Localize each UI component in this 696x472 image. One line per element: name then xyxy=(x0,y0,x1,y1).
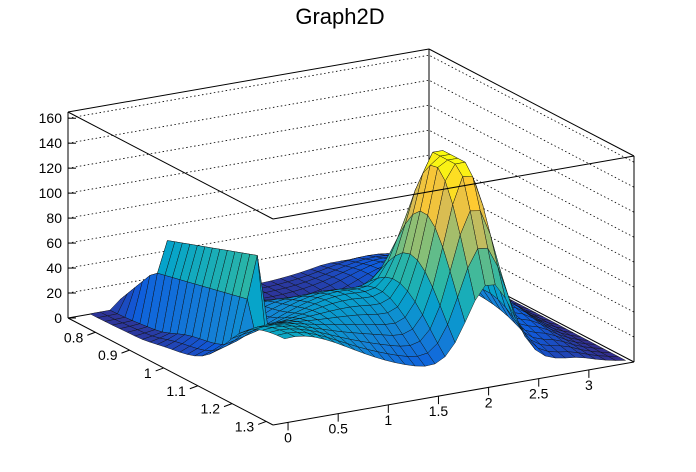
chart-title: Graph2D xyxy=(295,4,384,29)
x-tick-label: 3 xyxy=(585,377,593,393)
z-gridline xyxy=(67,204,635,313)
y-tick-mark xyxy=(189,385,199,390)
y-tick-mark xyxy=(257,420,267,425)
z-tick-label: 120 xyxy=(39,160,63,176)
z-gridline xyxy=(67,154,635,263)
front-frame xyxy=(67,111,635,426)
z-tick-label: 40 xyxy=(46,260,62,276)
y-tick-mark xyxy=(121,349,130,354)
y-tick-label: 0.8 xyxy=(64,329,84,345)
z-gridline xyxy=(67,179,635,288)
x-tick-label: 1.5 xyxy=(429,403,449,419)
y-tick-mark xyxy=(223,403,233,408)
z-gridline xyxy=(67,129,635,238)
x-tick-label: 0 xyxy=(284,429,292,445)
front-frame-edge xyxy=(67,317,274,426)
z-gridline xyxy=(67,229,635,338)
z-tick-label: 80 xyxy=(46,210,62,226)
z-gridline xyxy=(67,104,635,213)
front-frame-edge xyxy=(272,361,635,426)
front-frame-edge xyxy=(67,111,274,220)
y-tick-label: 1 xyxy=(144,365,152,381)
y-tick-mark xyxy=(155,367,164,372)
z-tick-label: 100 xyxy=(39,185,63,201)
back-frame-edge xyxy=(67,48,430,113)
z-tick-label: 20 xyxy=(46,285,62,301)
z-tick-label: 140 xyxy=(39,135,63,151)
y-tick-label: 0.9 xyxy=(98,347,118,363)
x-tick-label: 0.5 xyxy=(328,421,348,437)
x-tick-label: 1 xyxy=(384,412,392,428)
y-tick-label: 1.3 xyxy=(235,418,255,434)
x-axis-ticks: 0 0.5 1 1.5 2 2.5 3 xyxy=(284,369,593,445)
y-tick-label: 1.1 xyxy=(166,383,186,399)
z-tick-label: 0 xyxy=(54,310,62,326)
surface-cell xyxy=(276,332,295,340)
y-axis-ticks: 0.8 0.9 1 1.1 1.2 1.3 xyxy=(64,329,267,434)
front-frame-edge xyxy=(272,155,635,220)
z-tick-label: 160 xyxy=(39,110,63,126)
y-tick-mark xyxy=(87,331,96,336)
y-tick-label: 1.2 xyxy=(201,401,221,417)
x-tick-label: 2 xyxy=(485,394,493,410)
z-tick-label: 60 xyxy=(46,235,62,251)
z-gridline xyxy=(67,54,635,163)
z-gridline xyxy=(67,79,635,188)
z-axis-ticks: 0 20 40 60 80 100 120 140 160 xyxy=(39,110,76,326)
surface-mesh xyxy=(89,150,626,367)
z-gridlines xyxy=(67,54,635,338)
back-frame-edge xyxy=(428,48,635,157)
x-tick-label: 2.5 xyxy=(529,386,549,402)
